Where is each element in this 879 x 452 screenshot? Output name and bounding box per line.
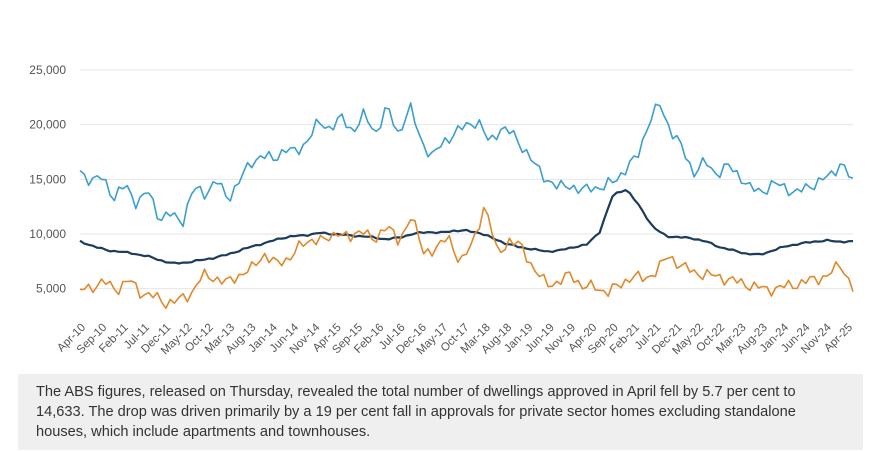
chart-area: 5,000 10,000 15,000 20,000 25,000 Apr-10 Sep-1… <box>29 63 855 357</box>
y-tick-label: 25,000 <box>29 63 66 77</box>
series-line-houses <box>79 189 854 265</box>
series-line-total-dwellings <box>79 102 854 228</box>
y-tick-label: 10,000 <box>29 227 66 241</box>
y-tick-label: 5,000 <box>36 282 66 296</box>
caption-text: The ABS figures, released on Thursday, r… <box>18 374 863 450</box>
series-line-excluding-houses <box>80 206 854 310</box>
y-tick-label: 20,000 <box>29 118 66 132</box>
y-tick-label: 15,000 <box>29 172 66 186</box>
line-chart: 5,00010,00015,00020,00025,000Apr-10Sep-1… <box>29 63 855 357</box>
